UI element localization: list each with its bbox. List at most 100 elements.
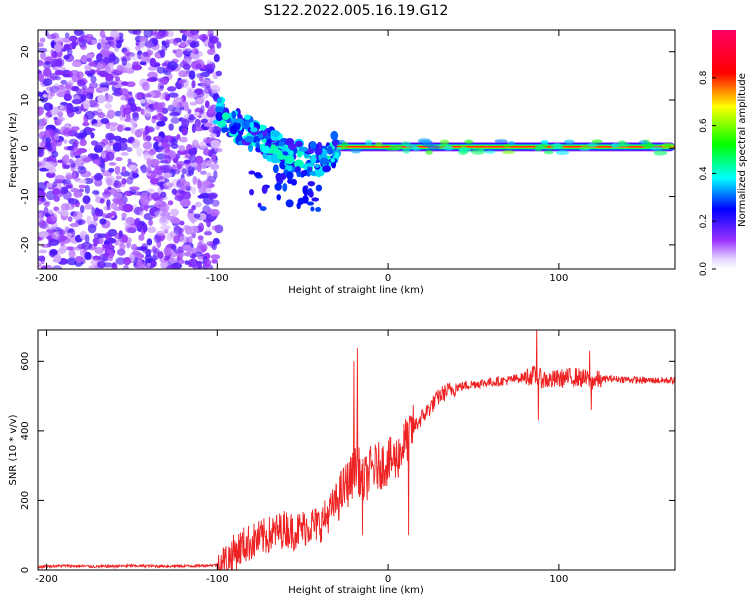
heatmap-trace-blob [244,135,255,143]
heatmap-noise-blob [39,37,46,43]
heatmap-noise-blob [211,259,218,264]
heatmap-stable-blob [439,139,450,145]
heatmap-noise-blob [82,157,92,163]
heatmap-noise-blob [148,158,160,166]
heatmap-noise-blob [195,63,202,69]
heatmap-noise-blob [146,158,152,167]
heatmap-noise-blob [183,63,191,71]
heatmap-noise-blob [193,111,200,117]
heatmap-stable-blob [534,146,542,152]
heatmap-noise-blob [53,37,65,44]
heatmap-noise-blob [110,39,118,49]
heatmap-noise-blob [67,198,79,205]
heatmap-noise-blob [136,261,146,269]
heatmap-noise-blob [146,188,155,193]
heatmap-noise-blob [117,248,126,256]
heatmap-noise-blob [173,168,181,175]
heatmap-noise-blob [87,224,97,234]
heatmap-trace-blob [250,127,258,133]
heatmap-noise-blob [38,42,45,48]
heatmap-noise-blob [215,70,223,77]
heatmap-trace-blob [257,202,262,208]
heatmap-noise-blob [139,36,145,42]
heatmap-noise-blob [82,122,90,127]
heatmap-noise-blob [213,170,218,180]
heatmap-noise-blob [90,132,95,139]
heatmap-noise-blob [150,260,157,268]
heatmap-noise-blob [166,265,176,269]
heatmap-noise-blob [213,148,223,153]
heatmap-noise-blob [210,139,221,149]
heatmap-noise-blob [106,199,111,208]
heatmap-trace-blob [306,162,314,168]
heatmap-noise-blob [189,114,195,118]
heatmap-noise-blob [55,209,64,214]
heatmap-trace-blob [276,194,281,201]
heatmap-noise-blob [152,31,164,36]
heatmap-trace-blob [217,97,223,104]
heatmap-noise-blob [138,128,146,134]
heatmap-noise-blob [198,33,209,42]
heatmap-noise-blob [105,36,115,41]
heatmap-noise-blob [104,103,113,110]
heatmap-trace-blob [282,151,289,156]
heatmap-noise-blob [211,153,217,163]
heatmap-trace-blob [288,143,297,150]
heatmap-noise-blob [138,234,145,241]
heatmap-noise-blob [90,75,97,83]
heatmap-noise-blob [169,208,179,217]
heatmap-noise-blob [209,133,217,137]
heatmap-noise-blob [178,227,184,234]
heatmap-noise-blob [135,45,141,51]
heatmap-noise-blob [203,86,212,95]
heatmap-noise-blob [165,39,171,45]
heatmap-trace-blob [249,121,254,129]
heatmap-noise-blob [63,139,68,144]
heatmap-noise-blob [72,71,78,78]
heatmap-noise-blob [54,69,64,76]
heatmap-noise-blob [38,160,47,166]
heatmap-noise-blob [38,231,49,238]
heatmap-noise-blob [51,52,59,59]
heatmap-stable-blob [555,150,570,156]
heatmap-noise-blob [139,196,150,206]
heatmap-noise-blob [200,118,208,124]
heatmap-noise-blob [50,213,58,222]
heatmap-noise-blob [68,35,78,42]
heatmap-noise-blob [173,38,179,46]
heatmap-noise-blob [80,170,92,178]
heatmap-trace-blob [259,206,267,211]
heatmap-noise-blob [159,93,166,100]
heatmap-trace-blob [315,168,324,177]
heatmap-noise-blob [176,163,183,170]
heatmap-noise-blob [80,30,85,37]
heatmap-noise-blob [149,57,157,67]
heatmap-noise-blob [86,215,92,225]
heatmap-noise-blob [198,222,205,233]
heatmap-noise-blob [196,163,202,173]
colorbar-tick-label: 0.0 [699,262,709,277]
heatmap-noise-blob [173,234,180,244]
heatmap-stable-blob [553,143,562,149]
heatmap-noise-blob [77,166,85,171]
heatmap-stable-blob [350,148,362,154]
heatmap-noise-blob [203,231,213,236]
heatmap-noise-blob [139,246,148,251]
heatmap-noise-blob [128,186,140,191]
heatmap-noise-blob [88,82,99,89]
heatmap-noise-blob [84,234,90,244]
heatmap-noise-blob [86,58,93,62]
heatmap-trace-blob [241,119,251,130]
heatmap-noise-blob [200,181,210,190]
heatmap-noise-blob [191,204,196,211]
heatmap-noise-blob [82,99,91,110]
heatmap-noise-blob [198,188,207,194]
heatmap-noise-blob [199,141,207,149]
heatmap-noise-blob [46,110,52,117]
heatmap-noise-blob [60,79,68,85]
snr-y-tick-label: 600 [20,352,31,371]
heatmap-trace-blob [285,199,294,208]
heatmap-noise-blob [75,88,83,94]
heatmap-noise-blob [180,198,191,208]
